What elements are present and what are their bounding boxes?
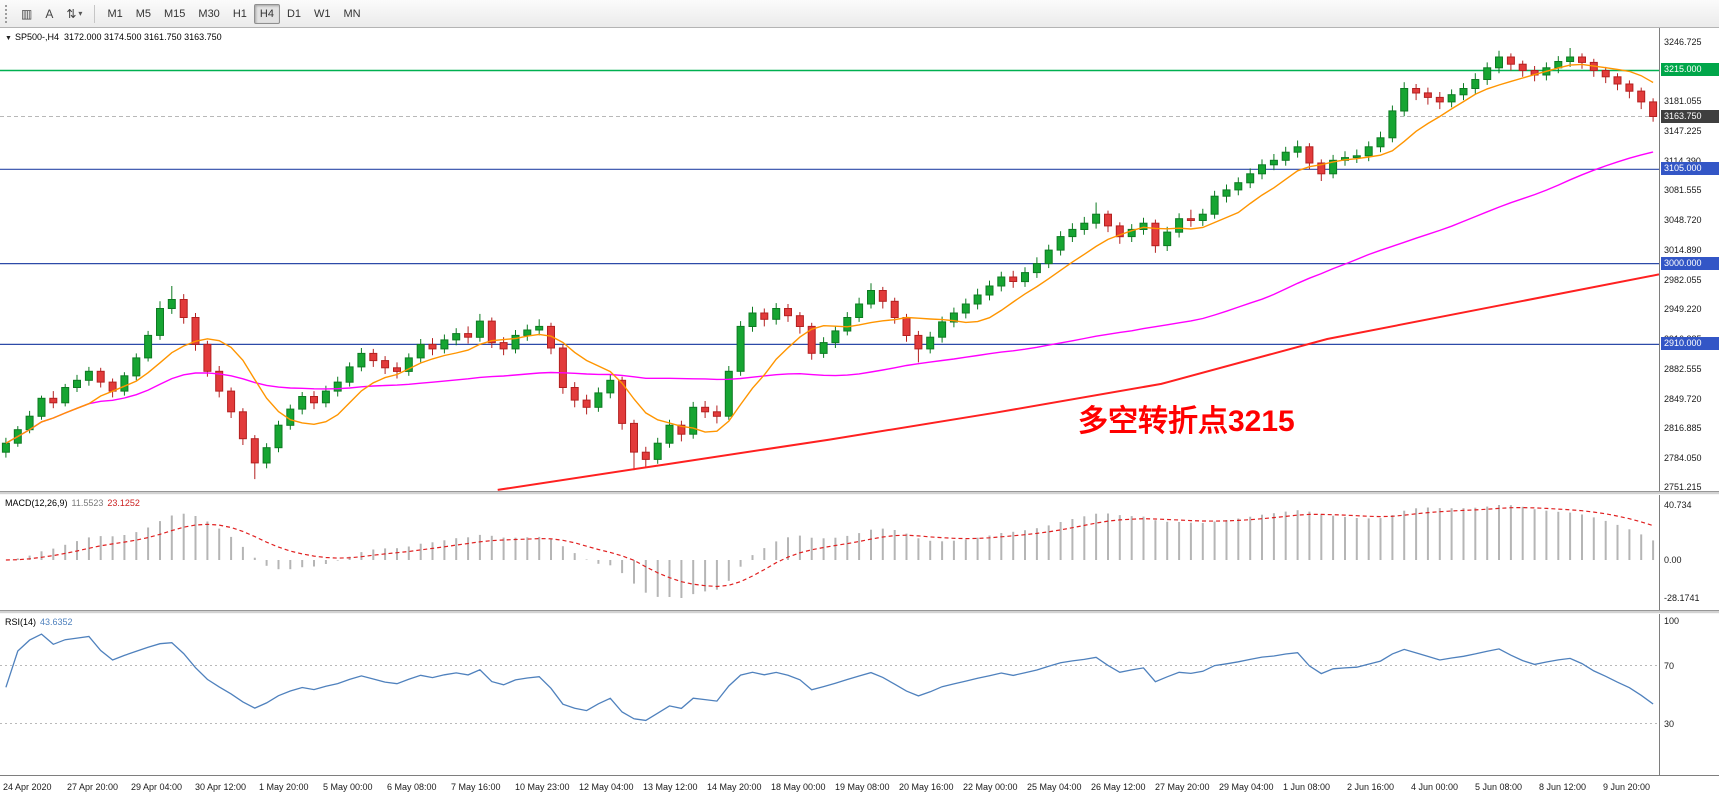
price-scale-label: 2751.215 xyxy=(1664,482,1702,492)
chart-type-icon[interactable]: ▥ xyxy=(21,6,33,21)
timeframe-group: M1 M5 M15 M30 H1 H4 D1 W1 MN xyxy=(101,3,366,24)
price-badge-3000: 3000.000 xyxy=(1661,257,1719,270)
main-chart-plot[interactable] xyxy=(0,28,1659,491)
price-badge-3164: 3163.750 xyxy=(1661,110,1719,123)
rsi-value: 43.6352 xyxy=(40,617,73,627)
symbol-marker-icon: ▼ xyxy=(5,35,12,42)
price-badge-3215: 3215.000 xyxy=(1661,63,1719,76)
rsi-plot[interactable] xyxy=(0,614,1659,775)
time-axis-label: 13 May 12:00 xyxy=(643,782,698,792)
time-axis-label: 18 May 00:00 xyxy=(771,782,826,792)
macd-value-main: 11.5523 xyxy=(71,498,104,508)
price-scale-label: 3014.890 xyxy=(1664,245,1702,255)
price-scale-label: 3246.725 xyxy=(1664,37,1702,47)
macd-scale-label: 40.734 xyxy=(1664,500,1692,510)
ohlc-values: 3172.000 3174.500 3161.750 3163.750 xyxy=(63,32,222,42)
text-tool-icon[interactable]: A xyxy=(45,6,54,21)
time-axis-label: 6 May 08:00 xyxy=(387,782,437,792)
macd-histogram xyxy=(16,505,1655,598)
time-axis-label: 27 Apr 20:00 xyxy=(67,782,119,792)
panel-splitter-macd[interactable] xyxy=(0,491,1719,495)
time-axis-label: 29 Apr 04:00 xyxy=(131,782,183,792)
price-scale-label: 3147.225 xyxy=(1664,126,1702,136)
price-scale-label: 3048.720 xyxy=(1664,215,1702,225)
macd-scale-label: 0.00 xyxy=(1664,555,1682,565)
time-axis-label: 9 Jun 20:00 xyxy=(1603,782,1651,792)
ma-fast-line xyxy=(5,63,1654,444)
price-scale-label: 2849.720 xyxy=(1664,394,1702,404)
rsi-label: RSI(14) xyxy=(5,617,37,627)
timeframe-button-m5[interactable]: M5 xyxy=(135,7,151,20)
rsi-scale-label: 70 xyxy=(1664,661,1675,671)
price-scale-label: 2882.555 xyxy=(1664,364,1702,374)
macd-plot[interactable] xyxy=(0,495,1659,610)
time-axis-label: 5 Jun 08:00 xyxy=(1475,782,1523,792)
macd-scale: 40.734 0.00 -28.1741 xyxy=(1659,495,1719,610)
time-axis-label: 12 May 04:00 xyxy=(579,782,634,792)
macd-panel: MACD(12,26,9) 11.5523 23.1252 40.734 0.00 -2… xyxy=(0,495,1719,610)
symbol-ohlc-title: ▼ SP500-,H4 3172.000 3174.500 3161.750 316… xyxy=(5,32,222,42)
symbol-label: SP500-,H4 xyxy=(14,32,59,42)
timeframe-button-h4[interactable]: H4 xyxy=(253,3,280,24)
panel-splitter-rsi[interactable] xyxy=(0,610,1719,614)
time-axis-label: 8 Jun 12:00 xyxy=(1539,782,1587,792)
timeframe-button-h1[interactable]: H1 xyxy=(232,7,247,20)
time-axis-label: 5 May 00:00 xyxy=(323,782,373,792)
time-axis-label: 1 May 20:00 xyxy=(259,782,309,792)
rsi-scale: 100 70 30 xyxy=(1659,614,1719,775)
time-axis-label: 10 May 23:00 xyxy=(515,782,570,792)
time-axis-label: 22 May 00:00 xyxy=(963,782,1018,792)
macd-signal-line xyxy=(5,506,1654,588)
timeframe-button-mn[interactable]: MN xyxy=(343,7,361,20)
toolbar: ▥ A ⇅ ▾ M1 M5 M15 M30 H1 H4 D1 W1 MN xyxy=(0,0,1719,28)
candles xyxy=(1,48,1658,480)
time-axis-label: 25 May 04:00 xyxy=(1027,782,1082,792)
toolbar-grip[interactable] xyxy=(5,4,9,23)
macd-value-signal: 23.1252 xyxy=(107,498,140,508)
time-axis-label: 20 May 16:00 xyxy=(899,782,954,792)
ma-medium-line xyxy=(5,151,1654,444)
time-axis-label: 30 Apr 12:00 xyxy=(195,782,247,792)
scale-arrows-icon[interactable]: ⇅ ▾ xyxy=(66,6,83,21)
time-axis-label: 29 May 04:00 xyxy=(1219,782,1274,792)
time-axis-label: 27 May 20:00 xyxy=(1155,782,1210,792)
timeframe-button-w1[interactable]: W1 xyxy=(314,7,331,20)
macd-scale-label: -28.1741 xyxy=(1664,593,1700,603)
rsi-scale-label: 30 xyxy=(1664,719,1675,729)
rsi-line xyxy=(5,633,1654,722)
price-scale-label: 3081.555 xyxy=(1664,185,1702,195)
price-scale-label: 2982.055 xyxy=(1664,275,1702,285)
rsi-header: RSI(14) 43.6352 xyxy=(5,617,73,627)
time-axis-label: 24 Apr 2020 xyxy=(3,782,52,792)
time-axis-label: 26 May 12:00 xyxy=(1091,782,1146,792)
time-axis: 24 Apr 2020 27 Apr 20:00 29 Apr 04:00 30 Ap… xyxy=(0,775,1719,798)
rsi-scale-label: 100 xyxy=(1664,616,1680,626)
timeframe-button-m15[interactable]: M15 xyxy=(164,7,186,20)
price-scale-label: 3114.390 xyxy=(1664,156,1701,166)
macd-header: MACD(12,26,9) 11.5523 23.1252 xyxy=(5,498,140,508)
time-axis-label: 1 Jun 08:00 xyxy=(1283,782,1331,792)
time-axis-label: 4 Jun 00:00 xyxy=(1411,782,1459,792)
timeframe-button-m30[interactable]: M30 xyxy=(198,7,220,20)
toolbar-separator xyxy=(94,4,96,23)
timeframe-button-m1[interactable]: M1 xyxy=(107,7,123,20)
price-scale-label: 2784.050 xyxy=(1664,453,1702,463)
ma-slow-line xyxy=(497,273,1659,491)
rsi-panel: RSI(14) 43.6352 100 70 30 xyxy=(0,614,1719,775)
main-price-scale: 3246.725 3215.000 3181.055 3163.750 3147.225… xyxy=(1659,28,1719,492)
price-badge-3105: 3105.000 xyxy=(1661,162,1719,175)
macd-label: MACD(12,26,9) xyxy=(5,498,68,508)
main-chart-panel: ▼ SP500-,H4 3172.000 3174.500 3161.750 316… xyxy=(0,28,1719,492)
toolbar-icon-group: ▥ A ⇅ ▾ xyxy=(15,4,88,24)
time-axis-label: 7 May 16:00 xyxy=(451,782,501,792)
chart-annotation-text[interactable]: 多空转折点3215 xyxy=(1078,405,1295,438)
price-scale-label: 2949.220 xyxy=(1664,304,1702,314)
price-scale-label: 2816.885 xyxy=(1664,423,1702,433)
time-axis-label: 14 May 20:00 xyxy=(707,782,762,792)
price-scale-label: 3181.055 xyxy=(1664,96,1702,106)
time-axis-label: 2 Jun 16:00 xyxy=(1347,782,1395,792)
timeframe-button-d1[interactable]: D1 xyxy=(286,7,301,20)
price-badge-2910: 2910.000 xyxy=(1661,337,1719,350)
time-axis-label: 19 May 08:00 xyxy=(835,782,890,792)
